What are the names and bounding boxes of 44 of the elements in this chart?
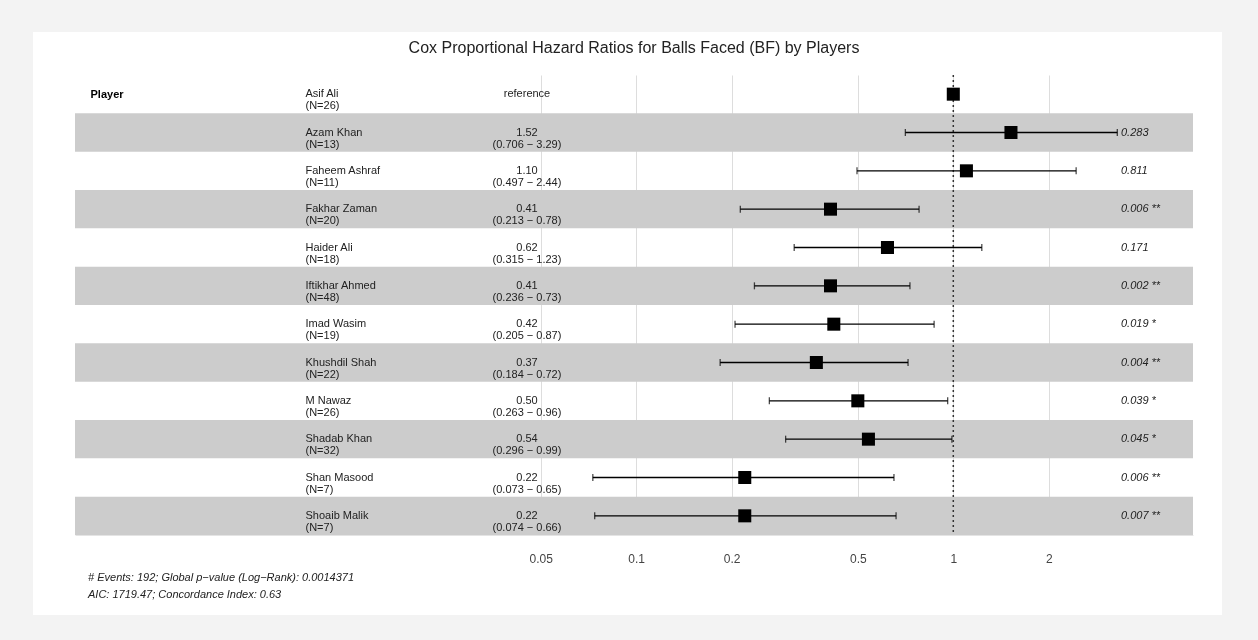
annotation: 0.019 * bbox=[1121, 317, 1157, 330]
y-tick-label: Faheem Ashraf (N=11) bbox=[305, 163, 382, 188]
y-tick-label: Fakhar Zaman (N=20) bbox=[305, 202, 378, 227]
annotation: 0.004 ** bbox=[1121, 355, 1161, 368]
y-tick-label: Haider Ali (N=18) bbox=[305, 240, 353, 265]
y-tick-label: Shan Masood (N=7) bbox=[305, 470, 374, 495]
y-tick-label: Khushdil Shah (N=22) bbox=[305, 355, 377, 380]
annotation: 0.54 (0.296 − 0.99) bbox=[492, 432, 562, 457]
annotation: 0.006 ** bbox=[1121, 470, 1161, 483]
annotation: 0.039 * bbox=[1121, 393, 1157, 406]
annotation: 1.10 (0.497 − 2.44) bbox=[492, 163, 562, 188]
text: # Events: 192; Global p−value (Log−Rank): 0.0014371 AIC: 1719.47; Concordance Index: 0.63 bbox=[88, 570, 355, 602]
x-tick-label: 0.05 bbox=[529, 551, 554, 566]
y-axis-title: Player bbox=[90, 87, 125, 100]
annotation: 0.37 (0.184 − 0.72) bbox=[492, 355, 562, 380]
y-tick-label: Shadab Khan (N=32) bbox=[305, 432, 373, 457]
annotation: 0.006 ** bbox=[1121, 202, 1161, 215]
annotation: 0.41 (0.213 − 0.78) bbox=[492, 202, 562, 227]
x-tick-label: 2 bbox=[1045, 551, 1053, 566]
x-tick-label: 1 bbox=[950, 551, 958, 566]
annotation: 0.22 (0.073 − 0.65) bbox=[492, 470, 562, 495]
annotation: 0.283 bbox=[1121, 125, 1150, 138]
annotation: 0.50 (0.263 − 0.96) bbox=[492, 393, 562, 418]
y-tick-label: Imad Wasim (N=19) bbox=[305, 317, 367, 342]
y-tick-label: M Nawaz (N=26) bbox=[305, 393, 352, 418]
x-tick-label: 0.1 bbox=[628, 551, 646, 566]
annotation: 0.811 bbox=[1121, 163, 1148, 176]
annotation: 0.045 * bbox=[1121, 432, 1157, 445]
annotation: 0.42 (0.205 − 0.87) bbox=[492, 317, 562, 342]
chart-title: Cox Proportional Hazard Ratios for Balls Faced (BF) by Players bbox=[408, 39, 860, 57]
annotation: 0.62 (0.315 − 1.23) bbox=[492, 240, 562, 265]
annotation: 1.52 (0.706 − 3.29) bbox=[492, 125, 562, 150]
annotation: 0.171 bbox=[1121, 240, 1149, 253]
annotation: 0.41 (0.236 − 0.73) bbox=[492, 278, 562, 303]
annotation: reference bbox=[503, 87, 551, 100]
x-tick-label: 0.5 bbox=[849, 551, 867, 566]
annotation: 0.22 (0.074 − 0.66) bbox=[492, 508, 562, 533]
y-tick-label: Shoaib Malik (N=7) bbox=[305, 508, 369, 533]
x-tick-label: 0.2 bbox=[723, 551, 741, 566]
y-tick-label: Azam Khan (N=13) bbox=[305, 125, 363, 150]
y-tick-label: Asif Ali (N=26) bbox=[305, 87, 340, 112]
y-tick-label: Iftikhar Ahmed (N=48) bbox=[305, 278, 376, 303]
annotation: 0.002 ** bbox=[1121, 278, 1161, 291]
annotation: 0.007 ** bbox=[1121, 508, 1161, 521]
